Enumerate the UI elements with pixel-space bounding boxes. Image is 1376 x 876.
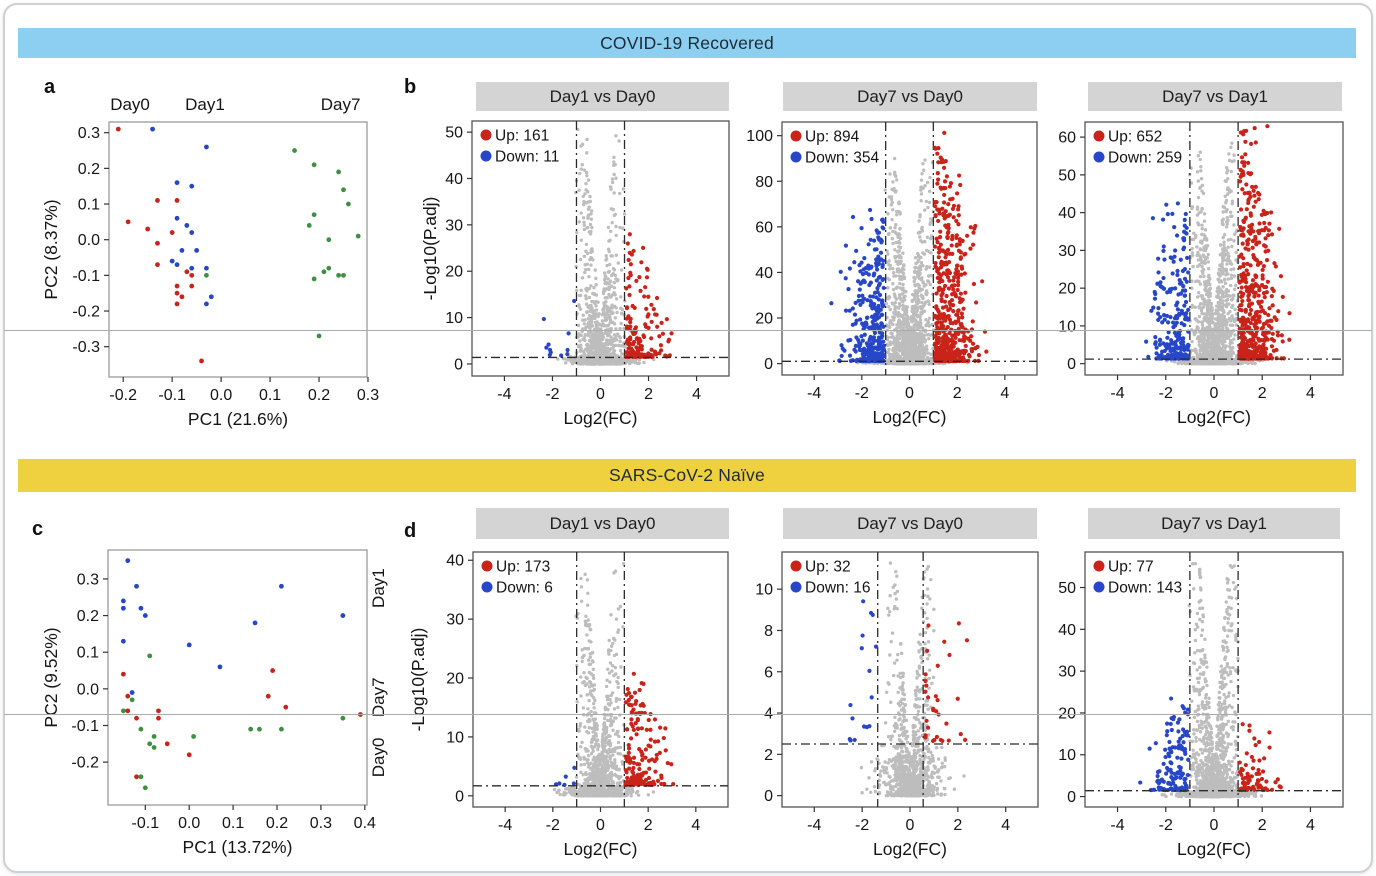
svg-text:-0.2: -0.2 [109,387,137,404]
svg-text:Day1: Day1 [185,95,225,114]
svg-text:30: 30 [445,217,463,234]
svg-text:-2: -2 [1159,385,1173,402]
svg-text:0.3: 0.3 [78,125,100,142]
svg-text:Up: 161: Up: 161 [495,128,549,145]
svg-text:20: 20 [445,264,463,281]
svg-text:0: 0 [454,356,463,373]
svg-text:0: 0 [1210,385,1219,402]
svg-text:10: 10 [445,310,463,327]
svg-text:Log2(FC): Log2(FC) [873,407,947,427]
svg-text:Day7: Day7 [321,95,361,114]
svg-text:0.1: 0.1 [259,387,281,404]
svg-text:40: 40 [755,265,773,282]
panel-letter-a: a [44,76,56,98]
panel-letter-c: c [32,518,44,540]
volcano-title-d3: Day7 vs Day1 [1088,508,1340,539]
banner-covid-recovered: COVID-19 Recovered [18,28,1356,58]
banner-covid-recovered-label: COVID-19 Recovered [600,32,774,53]
svg-text:Down: 354: Down: 354 [805,150,879,167]
svg-text:0: 0 [1067,356,1076,373]
svg-text:4: 4 [1306,385,1315,402]
banner-sars-cov-2-naive-label: SARS-CoV-2 Naïve [609,465,765,485]
svg-text:2: 2 [1258,385,1267,402]
svg-text:Down: 11: Down: 11 [495,149,559,166]
svg-text:4: 4 [692,386,701,403]
svg-text:-2: -2 [855,385,869,402]
svg-text:-Log10(P.adj): -Log10(P.adj) [420,197,440,301]
volcano-title-b1: Day1 vs Day0 [476,82,729,111]
svg-text:0.0: 0.0 [78,232,100,249]
svg-text:100: 100 [746,128,773,145]
volcano-title-d2: Day7 vs Day0 [783,508,1037,539]
svg-text:-0.1: -0.1 [72,268,100,285]
svg-text:0.0: 0.0 [210,387,232,404]
svg-text:-4: -4 [497,386,511,403]
svg-text:0.1: 0.1 [78,197,100,214]
svg-text:0: 0 [764,356,773,373]
svg-text:60: 60 [1058,130,1076,147]
svg-text:-0.3: -0.3 [72,339,100,356]
svg-text:2: 2 [644,386,653,403]
svg-text:30: 30 [1058,243,1076,260]
svg-text:Log2(FC): Log2(FC) [564,408,638,428]
volcano-title-b3: Day7 vs Day1 [1088,82,1342,111]
svg-text:Up: 894: Up: 894 [805,129,860,146]
svg-text:0.2: 0.2 [78,161,100,178]
svg-text:2: 2 [953,385,962,402]
svg-text:50: 50 [445,125,463,142]
svg-text:-0.2: -0.2 [72,304,100,321]
svg-text:4: 4 [1000,385,1009,402]
svg-text:-2: -2 [545,386,559,403]
svg-text:-4: -4 [1110,385,1124,402]
panel-letter-b: b [404,76,417,98]
svg-text:0: 0 [905,385,914,402]
svg-text:20: 20 [1058,281,1076,298]
svg-text:0.3: 0.3 [357,387,379,404]
svg-text:0.2: 0.2 [308,387,330,404]
volcano-title-d1: Day1 vs Day0 [476,508,729,539]
svg-text:10: 10 [1058,318,1076,335]
volcano-title-b2: Day7 vs Day0 [783,82,1037,111]
svg-text:PC2 (8.37%): PC2 (8.37%) [41,199,61,299]
svg-text:Day0: Day0 [110,95,150,114]
svg-text:Log2(FC): Log2(FC) [1177,407,1251,427]
svg-text:40: 40 [445,171,463,188]
svg-text:0: 0 [596,386,605,403]
svg-text:-4: -4 [807,385,821,402]
panel-letter-d: d [404,520,417,542]
svg-text:40: 40 [1058,205,1076,222]
svg-text:-0.1: -0.1 [158,387,186,404]
svg-text:60: 60 [755,219,773,236]
svg-text:50: 50 [1058,167,1076,184]
svg-text:80: 80 [755,174,773,191]
banner-sars-cov-2-naive: SARS-CoV-2 Naïve [18,459,1356,492]
svg-text:PC1 (21.6%): PC1 (21.6%) [188,409,288,429]
svg-text:20: 20 [755,311,773,328]
